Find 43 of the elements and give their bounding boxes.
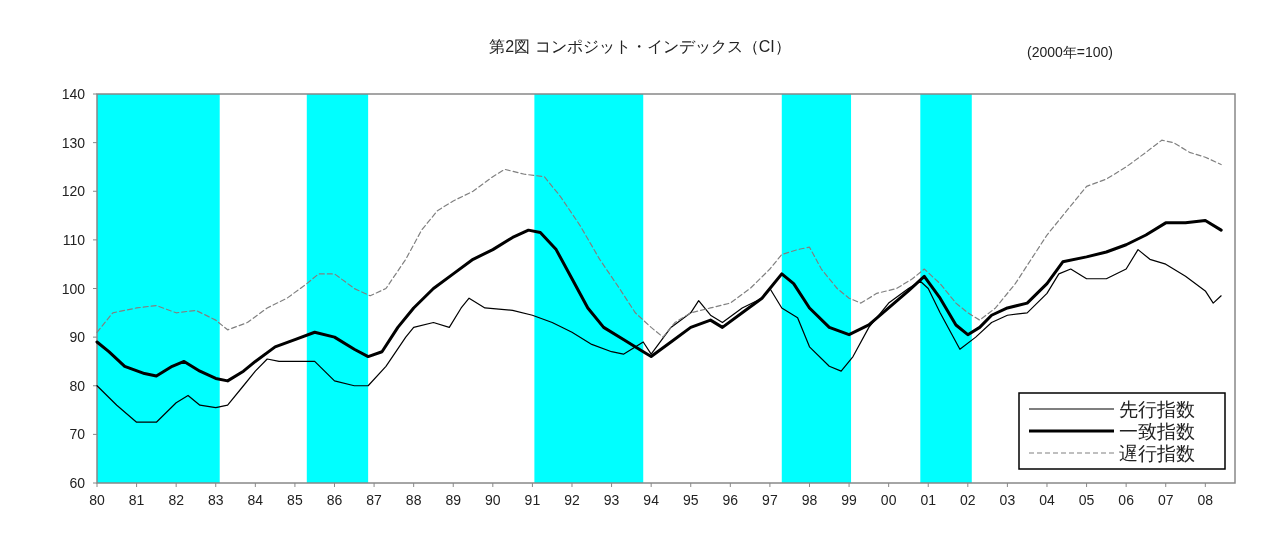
x-tick-label: 98 (801, 492, 818, 508)
x-tick-label: 05 (1078, 492, 1095, 508)
y-tick-label: 140 (61, 86, 86, 102)
x-tick-label: 04 (1039, 492, 1055, 508)
x-tick-label: 86 (326, 492, 343, 508)
x-tick-label: 95 (682, 492, 699, 508)
x-tick-label: 96 (722, 492, 739, 508)
x-tick-label: 01 (920, 492, 937, 508)
x-tick-label: 89 (445, 492, 462, 508)
x-tick-label: 94 (643, 492, 660, 508)
y-tick-label: 80 (69, 377, 86, 394)
legend-label: 一致指数 (1119, 421, 1195, 442)
x-tick-label: 85 (287, 492, 303, 508)
x-tick-label: 90 (485, 492, 501, 508)
legend-label: 遅行指数 (1119, 443, 1195, 464)
x-tick-label: 80 (89, 492, 105, 508)
chart-title: 第2図 コンポジット・インデックス（CI） (489, 38, 791, 55)
x-tick-label: 84 (247, 492, 264, 508)
x-tick-label: 88 (405, 492, 422, 508)
x-tick-label: 92 (564, 492, 580, 508)
y-tick-label: 110 (62, 231, 86, 248)
y-tick-label: 130 (61, 134, 86, 151)
x-tick-label: 99 (841, 492, 858, 508)
text: (2000年=100) (1026, 44, 1114, 60)
x-tick-label: 81 (128, 492, 145, 508)
x-tick-label: 03 (999, 492, 1016, 508)
x-tick-label: 08 (1197, 492, 1214, 508)
y-tick-label: 90 (69, 329, 86, 346)
y-tick-label: 100 (61, 280, 86, 297)
x-tick-label: 97 (762, 492, 778, 508)
y-tick-label: 70 (69, 426, 86, 443)
x-tick-label: 00 (880, 492, 897, 508)
y-tick-label: 120 (61, 183, 86, 200)
x-tick-label: 91 (524, 492, 541, 508)
y-tick-label: 60 (69, 475, 86, 491)
x-tick-label: 82 (168, 492, 185, 508)
x-tick-label: 87 (366, 492, 383, 508)
x-tick-label: 93 (603, 492, 620, 508)
x-tick-label: 02 (960, 492, 976, 508)
x-tick-label: 07 (1157, 492, 1174, 508)
legend-label: 先行指数 (1119, 399, 1195, 420)
x-tick-label: 06 (1118, 492, 1135, 508)
x-tick-label: 83 (207, 492, 224, 508)
